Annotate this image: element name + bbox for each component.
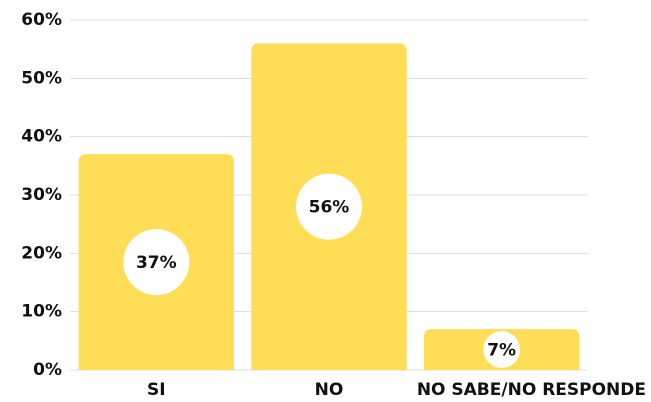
x-tick-label: NO SABE/NO RESPONDE xyxy=(417,380,646,400)
value-label: 37% xyxy=(136,253,177,273)
value-label: 56% xyxy=(309,198,350,218)
x-tick-label: NO xyxy=(315,380,344,400)
y-tick-label: 50% xyxy=(21,68,62,88)
value-label-bg xyxy=(483,331,521,369)
y-tick-label: 40% xyxy=(21,127,62,147)
value-label: 7% xyxy=(487,341,516,361)
y-tick-label: 20% xyxy=(21,243,62,263)
x-tick-label: SI xyxy=(147,380,166,400)
value-label-bg xyxy=(123,229,190,296)
y-tick-label: 30% xyxy=(21,185,62,205)
value-label-bg xyxy=(296,173,362,240)
y-tick-label: 10% xyxy=(21,302,62,322)
y-tick-label: 0% xyxy=(33,360,62,380)
y-tick-label: 60% xyxy=(21,10,62,30)
